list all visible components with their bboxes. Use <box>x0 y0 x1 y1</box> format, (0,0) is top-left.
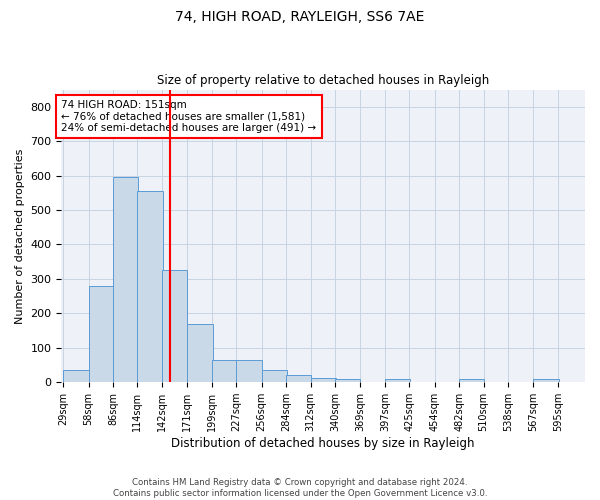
Bar <box>385 380 410 382</box>
Bar <box>459 379 484 382</box>
Text: Contains HM Land Registry data © Crown copyright and database right 2024.
Contai: Contains HM Land Registry data © Crown c… <box>113 478 487 498</box>
Bar <box>212 360 237 382</box>
Bar <box>162 270 187 382</box>
Bar <box>262 370 287 382</box>
Bar <box>533 380 559 382</box>
Bar <box>63 370 89 382</box>
Bar <box>187 324 212 382</box>
Text: 74 HIGH ROAD: 151sqm
← 76% of detached houses are smaller (1,581)
24% of semi-de: 74 HIGH ROAD: 151sqm ← 76% of detached h… <box>61 100 317 133</box>
Bar <box>89 286 114 382</box>
X-axis label: Distribution of detached houses by size in Rayleigh: Distribution of detached houses by size … <box>172 437 475 450</box>
Bar <box>335 380 361 382</box>
Text: 74, HIGH ROAD, RAYLEIGH, SS6 7AE: 74, HIGH ROAD, RAYLEIGH, SS6 7AE <box>175 10 425 24</box>
Title: Size of property relative to detached houses in Rayleigh: Size of property relative to detached ho… <box>157 74 490 87</box>
Bar <box>311 378 336 382</box>
Bar <box>236 360 262 382</box>
Bar <box>137 191 163 382</box>
Y-axis label: Number of detached properties: Number of detached properties <box>15 148 25 324</box>
Bar <box>286 376 311 382</box>
Bar <box>113 178 139 382</box>
